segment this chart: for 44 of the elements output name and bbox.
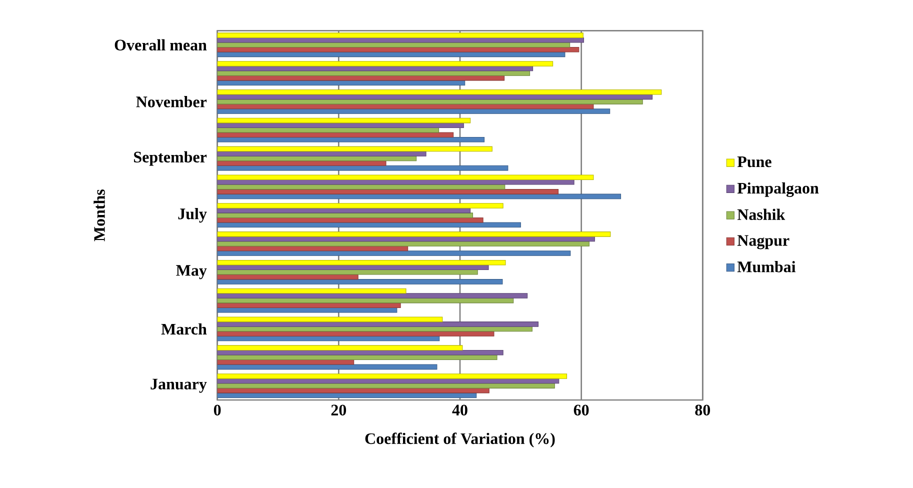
bar bbox=[217, 388, 490, 394]
bar bbox=[217, 298, 514, 304]
bar bbox=[217, 232, 611, 237]
y-tick-label: September bbox=[134, 151, 207, 166]
y-tick-label: July bbox=[178, 208, 207, 223]
bar bbox=[217, 151, 426, 156]
bar bbox=[217, 217, 484, 223]
bar bbox=[217, 279, 503, 284]
x-tick-label: 0 bbox=[214, 404, 221, 416]
bar bbox=[217, 203, 504, 208]
bar bbox=[217, 269, 478, 275]
bar bbox=[217, 127, 440, 133]
bar bbox=[217, 293, 528, 298]
x-tick-label: 60 bbox=[574, 404, 589, 416]
bar bbox=[217, 160, 386, 166]
x-tick-label: 40 bbox=[452, 404, 468, 416]
legend-label: Nashik bbox=[737, 208, 786, 220]
legend-label: Mumbai bbox=[737, 261, 796, 272]
bar bbox=[217, 359, 354, 365]
bar bbox=[217, 241, 590, 246]
y-axis-title: Months bbox=[94, 189, 105, 242]
legend-label: Pune bbox=[737, 156, 772, 168]
y-tick-label: Overall mean bbox=[114, 39, 207, 50]
bar bbox=[217, 75, 505, 81]
bar bbox=[217, 322, 539, 327]
legend-label: Pimpalgaon bbox=[737, 182, 819, 197]
y-tick-label: November bbox=[136, 96, 207, 108]
legend-label: Nagpur bbox=[737, 235, 790, 250]
y-tick-label: January bbox=[150, 378, 207, 393]
bar bbox=[217, 70, 530, 76]
x-axis-title: Coefficient of Variation (%) bbox=[365, 432, 555, 448]
bar bbox=[217, 383, 555, 388]
bar bbox=[217, 250, 571, 256]
bar bbox=[217, 331, 494, 336]
y-tick-label: May bbox=[176, 265, 207, 280]
bar bbox=[217, 108, 610, 114]
x-tick-label: 20 bbox=[331, 404, 346, 416]
bar bbox=[217, 189, 559, 194]
x-tick-label: 80 bbox=[695, 404, 710, 416]
bar bbox=[217, 99, 643, 104]
y-tick-label: March bbox=[161, 323, 207, 335]
bar bbox=[217, 46, 580, 52]
bar bbox=[217, 374, 568, 379]
bar bbox=[217, 61, 554, 66]
